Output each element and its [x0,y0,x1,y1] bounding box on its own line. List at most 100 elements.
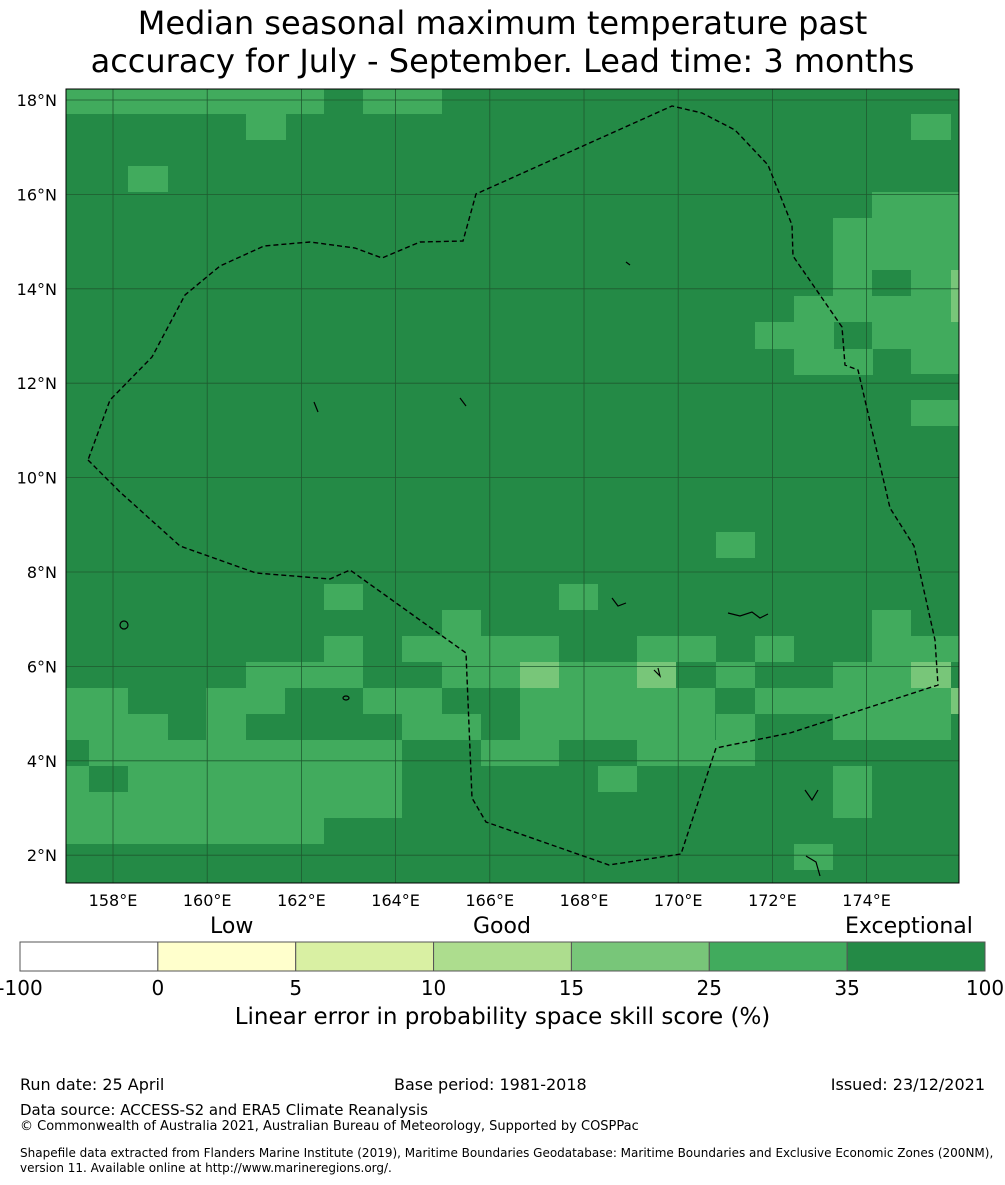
skill-cell-good [833,714,951,740]
latitude-labels: 18°N 16°N 14°N 12°N 10°N 8°N 6°N 4°N 2°N [17,91,57,865]
skill-cell-good [755,636,794,662]
run-date: Run date: 25 April [20,1075,165,1094]
skill-cell-light [520,662,559,688]
map-title: Median seasonal maximum temperature past… [0,4,1005,80]
skill-cell-good [755,322,834,349]
lon-label: 162°E [277,891,326,910]
colorbar-tick-label: 15 [558,976,585,1000]
skill-cell-good [833,766,872,792]
skill-cell-good [363,688,442,714]
island [611,597,627,607]
lon-label: 160°E [183,891,232,910]
skill-cell-good [402,714,481,740]
skill-cell-good [324,584,363,610]
skill-cell-good [598,766,637,792]
island [805,855,821,877]
colorbar-title: Linear error in probability space skill … [234,1004,771,1030]
skill-cell-light [951,270,959,322]
skill-cell-good [911,114,951,140]
island [459,397,467,407]
colorbar-bin [708,941,848,972]
island [727,611,769,619]
skill-cell-good [66,688,128,714]
lat-label: 18°N [17,91,57,110]
category-low: Low [210,914,254,939]
lon-label: 158°E [89,891,138,910]
lon-label: 166°E [465,891,514,910]
skill-cell-good [794,349,873,375]
island [313,401,319,413]
skill-cell-good [89,740,402,766]
island [625,261,631,266]
lat-label: 12°N [17,374,57,393]
skill-cell-good [833,218,959,270]
skill-cell-good [872,610,911,662]
skill-cell-good [716,532,755,558]
skill-cell-good [794,844,833,870]
skill-cell-good [794,296,959,322]
skill-cell-good [66,766,89,792]
skill-cell-good [833,792,872,818]
lat-label: 16°N [17,185,57,204]
lon-label: 172°E [748,891,797,910]
skill-cell-light [637,662,676,688]
skill-cell-good [442,610,481,636]
colorbar-tick-label: 5 [289,976,303,1000]
lon-label: 168°E [560,891,609,910]
colorbar-tick-label: 35 [834,976,860,1000]
title-line-2: accuracy for July - September. Lead time… [90,42,915,80]
skill-cell-good [363,89,442,114]
colorbar-bin [433,941,572,972]
skill-cell-good [402,636,559,662]
skill-cell-good [559,584,598,610]
title-line-1: Median seasonal maximum temperature past [137,4,868,42]
island [804,789,819,802]
skill-cell-good [246,114,286,140]
skill-cell-good [716,662,755,688]
colorbar-tick-label: 100 [965,976,1005,1000]
skill-cell-light [911,662,951,688]
category-good: Good [473,914,531,939]
skill-cell-good [442,662,520,688]
map-gridlines [66,89,959,883]
skill-cell-good [128,766,402,792]
lon-label: 170°E [654,891,703,910]
longitude-labels: 158°E 160°E 162°E 164°E 166°E 168°E 170°E 172°E… [89,891,891,910]
lat-label: 2°N [27,846,57,865]
issued-date: Issued: 23/12/2021 [830,1075,985,1094]
lat-label: 8°N [27,563,57,582]
island [653,667,662,678]
skill-cell-good [637,636,716,662]
eez-boundary [87,105,939,866]
skill-cell-good [520,714,715,740]
skill-cell-good [872,322,959,349]
islands [119,261,821,877]
island [119,620,129,630]
colorbar-tick-label: -100 [0,976,43,1000]
lat-label: 4°N [27,752,57,771]
colorbar-bin [295,941,435,972]
skill-cell-good [911,349,959,374]
island [342,695,350,701]
skill-cell-good [872,192,959,218]
skill-cell-good [66,89,324,114]
colorbar-tick-label: 0 [151,976,165,1000]
shapefile-credit: Shapefile data extracted from Flanders M… [20,1146,994,1175]
skill-cell-good [520,688,715,714]
skill-cell-good [716,714,755,740]
colorbar-bin [157,941,297,972]
skill-cell-good [911,400,959,426]
skill-cell-good [128,166,168,192]
colorbar-bin [570,941,710,972]
colorbar-tick-label: 25 [696,976,723,1000]
lat-label: 6°N [27,657,57,676]
colorbar [19,941,986,972]
skill-cell-good [66,818,324,844]
skill-cell-good [206,714,246,740]
skill-cell-good [246,662,363,688]
colorbar-tick-label: 10 [420,976,447,1000]
lon-label: 164°E [371,891,420,910]
skill-cell-good [559,662,637,688]
colorbar-bin [846,941,986,972]
lat-label: 14°N [17,280,57,299]
